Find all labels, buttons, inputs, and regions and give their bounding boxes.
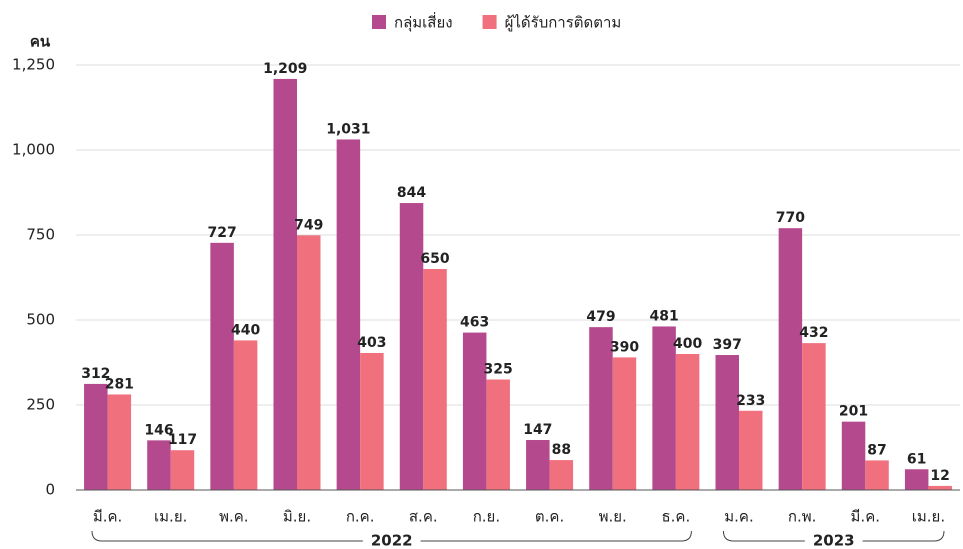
- y-tick-label: 250: [26, 396, 55, 414]
- data-label: 61: [907, 451, 926, 467]
- data-label: 281: [105, 376, 134, 392]
- data-label: 1,031: [326, 121, 370, 137]
- bar: [526, 440, 550, 490]
- x-tick-label: พ.ค.: [219, 508, 248, 526]
- bar: [84, 383, 108, 490]
- bar: [486, 379, 510, 490]
- y-tick-label: 750: [26, 226, 55, 244]
- x-tick-label: มี.ค.: [851, 508, 880, 526]
- x-tick-label: ต.ค.: [535, 508, 564, 526]
- data-label: 12: [930, 468, 949, 484]
- bar: [210, 242, 234, 490]
- legend-label: ผู้ได้รับการติดตาม: [505, 14, 622, 32]
- data-label: 87: [867, 442, 886, 458]
- x-tick-label: พ.ย.: [599, 508, 627, 526]
- legend-swatch: [482, 15, 497, 29]
- bar: [739, 410, 763, 490]
- y-tick-label: 500: [26, 311, 55, 329]
- data-label: 481: [649, 308, 678, 324]
- x-tick-label: ธ.ค.: [661, 508, 690, 526]
- bar: [589, 327, 613, 490]
- data-label: 400: [673, 336, 702, 352]
- data-label: 403: [357, 335, 386, 351]
- bar: [462, 332, 487, 490]
- data-label: 146: [144, 422, 173, 438]
- data-label: 147: [523, 422, 552, 438]
- group-label: 2022: [371, 532, 413, 549]
- bar: [675, 354, 700, 490]
- data-label: 397: [713, 337, 742, 353]
- data-label: 1,209: [263, 61, 307, 77]
- y-tick-label: 1,000: [12, 141, 55, 159]
- legend-swatch: [372, 15, 386, 29]
- x-tick-label: ก.พ.: [788, 508, 817, 526]
- bar: [107, 394, 132, 490]
- data-label: 432: [799, 325, 828, 341]
- data-label: 844: [397, 185, 426, 201]
- y-tick-label: 0: [45, 481, 55, 499]
- bar: [841, 421, 866, 490]
- bar: [273, 78, 297, 490]
- bar: [652, 326, 676, 490]
- data-label: 770: [776, 210, 805, 226]
- x-tick-label: มี.ค.: [93, 508, 122, 526]
- x-tick-label: ก.ค.: [346, 508, 375, 526]
- data-label: 727: [207, 225, 236, 241]
- x-tick-label: เม.ย.: [912, 508, 945, 526]
- group-bracket: [91, 530, 692, 542]
- bar: [549, 460, 574, 490]
- x-tick-label: เม.ย.: [154, 508, 187, 526]
- data-label: 233: [736, 393, 765, 409]
- bar: [802, 343, 826, 490]
- x-tick-label: ก.ย.: [473, 508, 500, 526]
- bar: [778, 228, 803, 490]
- bar: [360, 352, 384, 490]
- bar: [904, 469, 929, 490]
- y-axis-label: คน: [30, 33, 51, 51]
- data-label: 88: [552, 442, 571, 458]
- bar: [399, 203, 424, 491]
- group-label: 2023: [813, 532, 855, 549]
- group-bracket: [722, 530, 945, 542]
- bar: [715, 355, 739, 490]
- bar: [423, 269, 447, 490]
- bar: [612, 357, 637, 490]
- bar: [928, 485, 952, 490]
- data-label: 463: [460, 315, 489, 331]
- x-tick-label: ม.ค.: [724, 508, 753, 526]
- bar: [233, 340, 258, 490]
- x-tick-label: มิ.ย.: [283, 508, 311, 526]
- data-label: 201: [839, 404, 868, 420]
- bar: [147, 440, 171, 490]
- data-label: 390: [610, 339, 639, 355]
- legend-label: กลุ่มเสี่ยง: [394, 12, 453, 33]
- bar: [170, 450, 195, 490]
- data-label: 440: [231, 322, 260, 338]
- y-tick-label: 1,250: [12, 56, 55, 74]
- data-label: 312: [81, 366, 110, 382]
- data-label: 325: [484, 362, 513, 378]
- bar: [297, 235, 321, 490]
- data-label: 117: [168, 432, 197, 448]
- x-tick-label: ส.ค.: [409, 508, 438, 526]
- data-label: 479: [586, 309, 615, 325]
- data-label: 650: [420, 251, 449, 267]
- bar: [336, 139, 361, 490]
- bar: [865, 460, 889, 490]
- data-label: 749: [294, 217, 323, 233]
